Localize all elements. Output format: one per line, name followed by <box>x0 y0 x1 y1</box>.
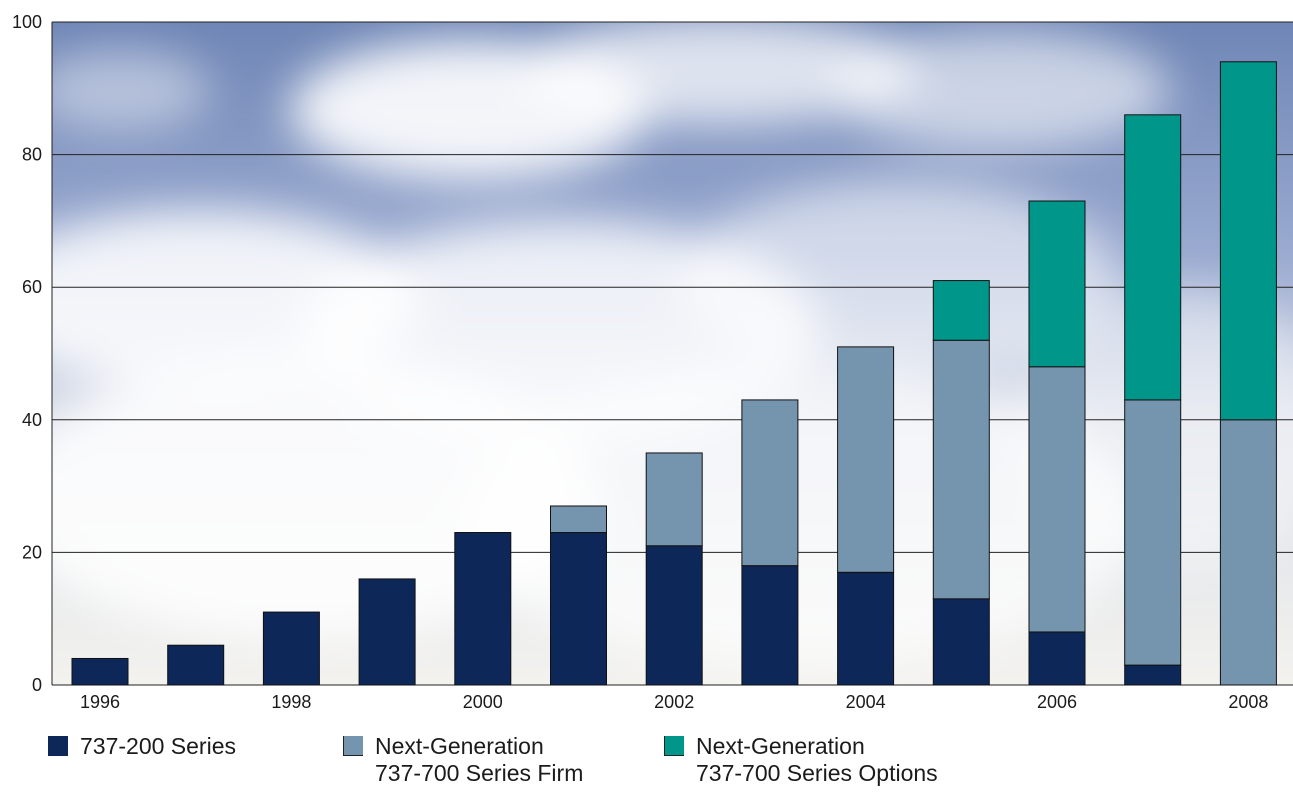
y-tick-label: 20 <box>22 542 42 562</box>
bar-2008-series-1 <box>1219 419 1277 686</box>
bar-2006-series-0 <box>1028 631 1086 686</box>
bar-2004-series-1 <box>837 346 895 573</box>
x-tick-label: 2004 <box>846 692 886 712</box>
bars <box>71 61 1277 686</box>
legend-label: Next-Generation 737-700 Series Firm <box>375 733 583 787</box>
y-axis-tick-labels: 0 20 40 60 80 100 <box>12 12 42 695</box>
bar-2002-series-0 <box>645 545 703 686</box>
bar-2001-series-0 <box>550 532 607 686</box>
bar-2005-series-1 <box>932 339 990 600</box>
bar-2005-series-2 <box>932 280 990 341</box>
x-tick-label: 1996 <box>80 692 120 712</box>
bar-2008-series-2 <box>1219 61 1277 421</box>
x-tick-label: 2002 <box>654 692 694 712</box>
legend-swatch-ng-options <box>664 736 684 756</box>
legend-item-ng-firm: Next-Generation 737-700 Series Firm <box>343 733 583 787</box>
legend-label-line2: 737-700 Series Firm <box>375 760 584 786</box>
bar-2006-series-1 <box>1028 366 1086 633</box>
sky-background <box>52 22 1293 685</box>
legend-label-line1: Next-Generation <box>375 733 544 759</box>
legend-label: Next-Generation 737-700 Series Options <box>696 733 938 787</box>
bar-2007-series-1 <box>1124 399 1182 666</box>
y-tick-label: 0 <box>32 675 42 695</box>
legend-item-ng-options: Next-Generation 737-700 Series Options <box>664 733 938 787</box>
bar-1998-series-0 <box>262 611 320 686</box>
legend-label: 737-200 Series <box>80 733 236 760</box>
bar-2003-series-0 <box>741 565 799 686</box>
bar-2005-series-0 <box>932 598 990 686</box>
x-tick-label: 1998 <box>271 692 311 712</box>
bar-2007-series-0 <box>1124 664 1182 686</box>
legend-item-737-200: 737-200 Series <box>48 733 236 760</box>
x-tick-label: 2000 <box>463 692 503 712</box>
bar-2001-series-1 <box>550 505 607 534</box>
y-tick-label: 60 <box>22 277 42 297</box>
y-tick-label: 80 <box>22 145 42 165</box>
legend-label-line1: 737-200 Series <box>80 733 236 759</box>
legend-label-line1: Next-Generation <box>696 733 865 759</box>
x-axis-tick-labels: 1996 1998 2000 2002 2004 2006 2008 <box>80 692 1268 712</box>
bar-2007-series-2 <box>1124 114 1182 401</box>
legend-swatch-737-200 <box>48 736 68 756</box>
bar-2003-series-1 <box>741 399 799 567</box>
bar-2004-series-0 <box>837 571 895 686</box>
bar-2000-series-0 <box>454 532 512 686</box>
legend-label-line2: 737-700 Series Options <box>696 760 938 786</box>
x-tick-label: 2008 <box>1228 692 1268 712</box>
x-tick-label: 2006 <box>1037 692 1077 712</box>
bar-2002-series-1 <box>645 452 703 547</box>
bar-1996-series-0 <box>71 657 129 686</box>
y-tick-label: 40 <box>22 410 42 430</box>
bar-2006-series-2 <box>1028 200 1086 368</box>
bar-1999-series-0 <box>358 578 416 686</box>
legend-swatch-ng-firm <box>343 736 363 756</box>
y-tick-label: 100 <box>12 12 42 32</box>
bar-1997-series-0 <box>167 644 225 686</box>
